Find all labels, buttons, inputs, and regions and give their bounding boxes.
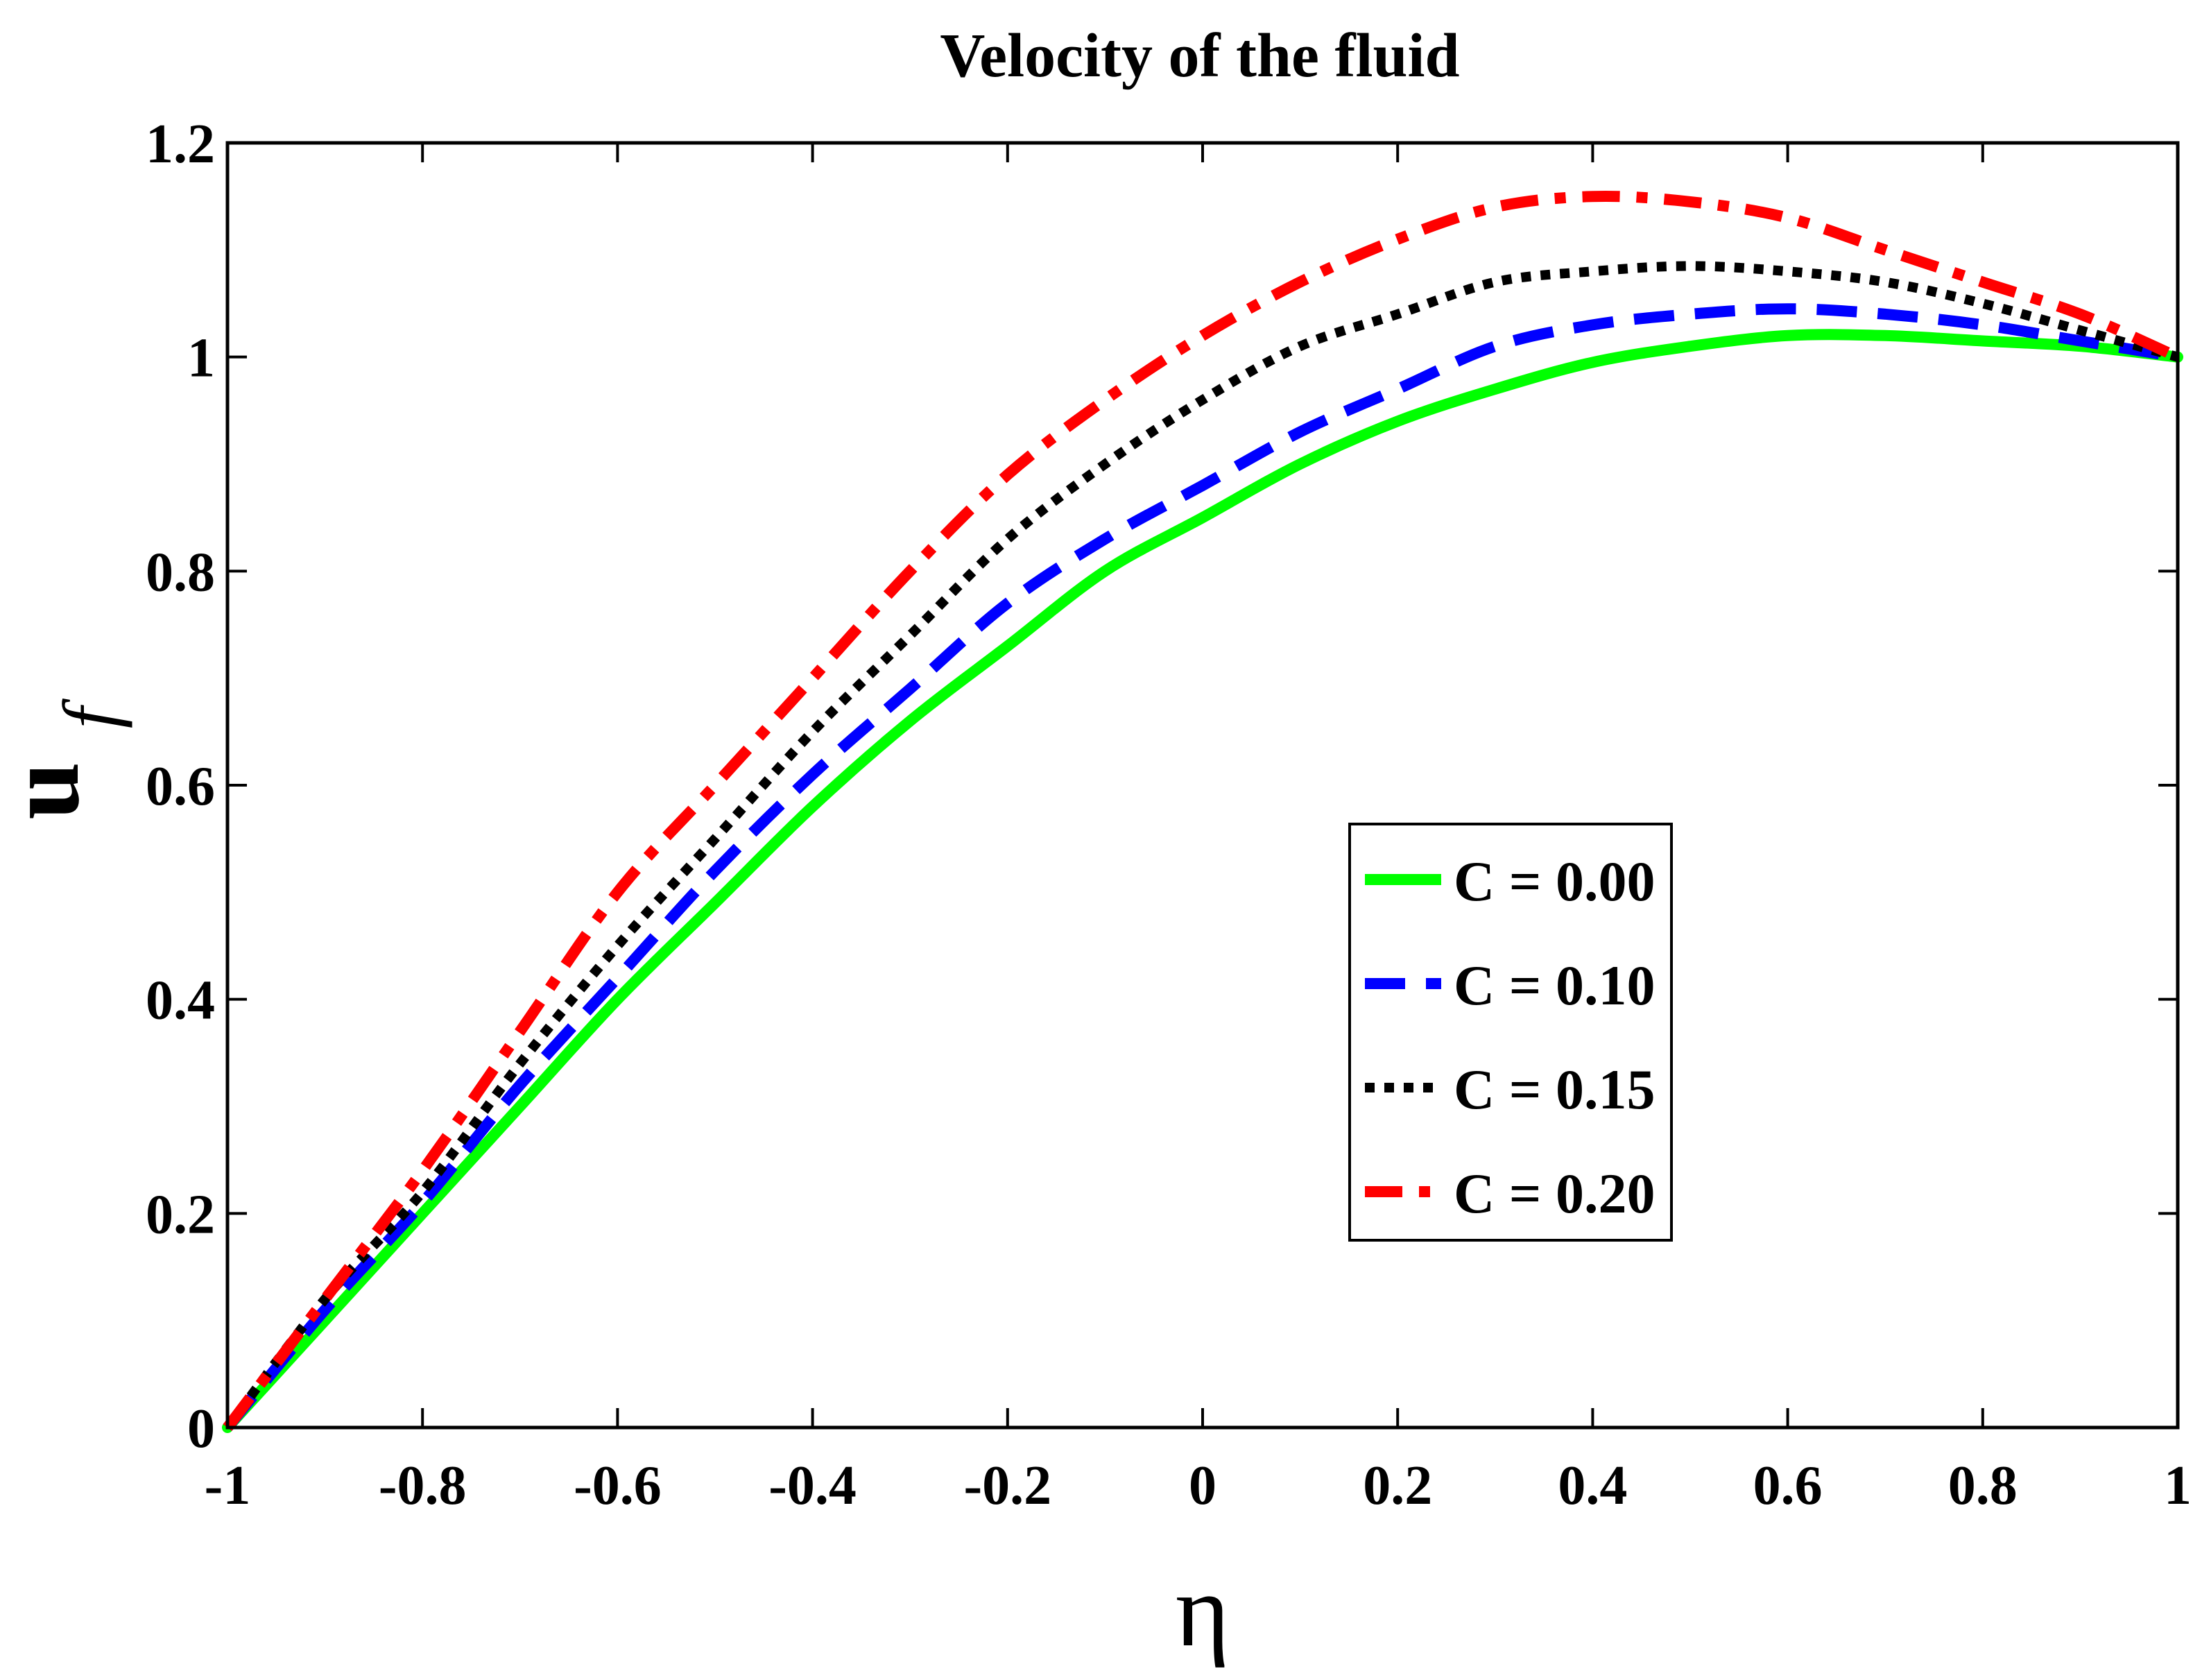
x-tick-labels: -1 -0.8 -0.6 -0.4 -0.2 0 0.2 0.4 0.6 0.8 1 xyxy=(205,1455,2192,1516)
legend-label: C = 0.20 xyxy=(1454,1162,1655,1225)
y-tick-labels: 0 0.2 0.4 0.6 0.8 1 1.2 xyxy=(146,114,215,1459)
x-tick-label: -0.6 xyxy=(574,1455,662,1516)
y-tick-label: 0.8 xyxy=(146,542,215,603)
legend-label: C = 0.00 xyxy=(1454,850,1655,913)
x-tick-label: 0.8 xyxy=(1948,1455,2018,1516)
legend-label: C = 0.15 xyxy=(1454,1058,1655,1121)
x-tick-label: -0.4 xyxy=(768,1455,857,1516)
y-tick-label: 1 xyxy=(187,328,215,389)
y-tick-label: 0 xyxy=(187,1398,215,1459)
legend: C = 0.00 C = 0.10 C = 0.15 C = 0.20 xyxy=(1348,823,1673,1242)
legend-box xyxy=(1348,823,1673,1242)
x-tick-label: 1 xyxy=(2164,1455,2192,1516)
legend-item: C = 0.15 xyxy=(1365,1058,1655,1121)
y-tick-label: 0.6 xyxy=(146,756,215,817)
x-tick-label: 0 xyxy=(1189,1455,1216,1516)
chart-title: Velocity of the fluid xyxy=(940,22,1459,90)
legend-item: C = 0.00 xyxy=(1365,850,1655,913)
x-tick-label: 0.2 xyxy=(1363,1455,1432,1516)
series-line-000 xyxy=(222,329,2183,1433)
x-tick-label: -1 xyxy=(205,1455,251,1516)
x-tick-label: 0.4 xyxy=(1558,1455,1627,1516)
y-axis-label-main: u xyxy=(0,762,101,819)
x-tick-label: -0.2 xyxy=(963,1455,1051,1516)
legend-item: C = 0.10 xyxy=(1365,954,1655,1017)
legend-item: C = 0.20 xyxy=(1365,1162,1655,1225)
plot-area-frame xyxy=(225,141,2180,1430)
x-tick-label: -0.8 xyxy=(379,1455,467,1516)
x-axis-label: η xyxy=(1176,1553,1230,1668)
legend-label: C = 0.10 xyxy=(1454,954,1655,1017)
y-tick-label: 1.2 xyxy=(146,114,215,175)
y-tick-label: 0.2 xyxy=(146,1184,215,1245)
series-line-020 xyxy=(223,190,2181,1431)
series-group xyxy=(222,190,2183,1433)
series-line-015 xyxy=(223,261,2179,1431)
x-tick-label: 0.6 xyxy=(1753,1455,1823,1516)
y-tick-label: 0.4 xyxy=(146,970,215,1031)
series-line-010 xyxy=(223,303,2179,1432)
